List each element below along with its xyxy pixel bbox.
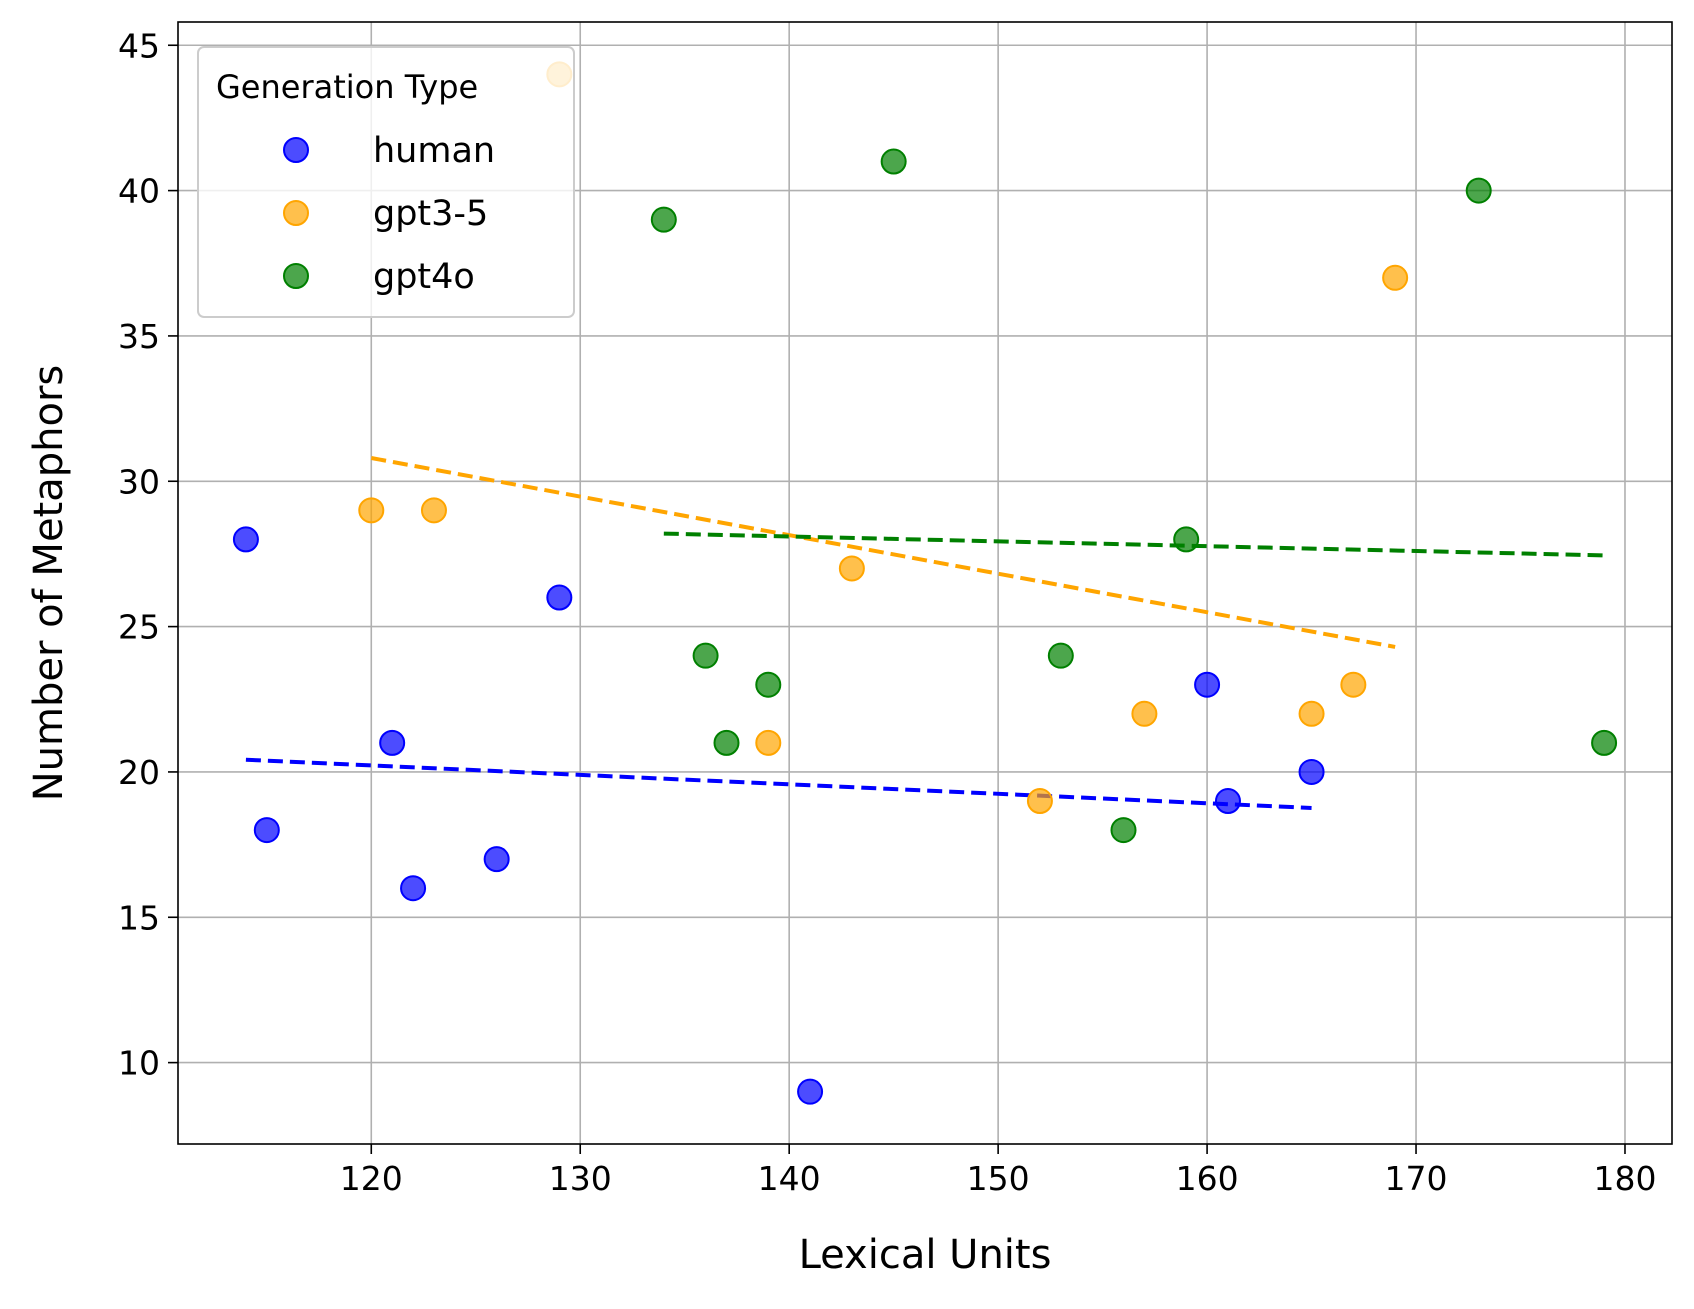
x-tick-label: 150 xyxy=(967,1159,1030,1198)
data-points xyxy=(232,61,1618,1105)
data-point-gpt3-5 xyxy=(1382,264,1409,291)
legend-box xyxy=(197,46,575,318)
axis-ticks: 120 130 140 150 160 170 180 10 15 20 25 30 35 40 45 xyxy=(118,26,1656,1198)
y-tick-label: 10 xyxy=(118,1044,160,1083)
data-point-gpt4o xyxy=(880,148,907,175)
x-tick-label: 160 xyxy=(1176,1159,1239,1198)
data-point-human xyxy=(483,846,510,873)
data-point-human xyxy=(546,584,573,611)
data-point-gpt4o xyxy=(1465,177,1492,204)
legend-entries: human gpt3-5 gpt4o xyxy=(283,131,495,297)
data-point-gpt3-5 xyxy=(838,555,865,582)
y-tick-label: 30 xyxy=(118,462,160,501)
data-point-human xyxy=(379,729,406,756)
data-point-gpt3-5 xyxy=(420,497,447,524)
grid xyxy=(178,22,1672,1144)
legend-marker-gpt4o xyxy=(283,263,309,289)
y-tick-label: 20 xyxy=(118,753,160,792)
y-tick-label: 25 xyxy=(118,608,160,647)
data-point-gpt4o xyxy=(755,671,782,698)
data-point-gpt3-5 xyxy=(755,729,782,756)
legend-label-gpt3-5: gpt3-5 xyxy=(373,194,488,234)
data-point-gpt4o xyxy=(713,729,740,756)
legend-marker-gpt3-5 xyxy=(283,200,309,226)
legend-label-human: human xyxy=(373,131,495,171)
data-point-human xyxy=(253,817,280,844)
y-tick-label: 35 xyxy=(118,317,160,356)
data-point-gpt4o xyxy=(650,206,677,233)
legend-label-gpt4o: gpt4o xyxy=(373,257,475,297)
trend-line-gpt3-5 xyxy=(370,456,1396,649)
y-tick-label: 15 xyxy=(118,898,160,937)
data-point-human xyxy=(1298,758,1325,785)
trend-lines xyxy=(245,456,1605,810)
y-tick-label: 40 xyxy=(118,172,160,211)
data-point-human xyxy=(1194,671,1221,698)
x-tick-label: 130 xyxy=(549,1159,612,1198)
data-point-gpt3-5 xyxy=(1298,700,1325,727)
y-tick-label: 45 xyxy=(118,26,160,65)
x-axis-label: Lexical Units xyxy=(799,1232,1052,1278)
legend-marker-human xyxy=(283,137,309,163)
data-point-gpt4o xyxy=(1591,729,1618,756)
data-point-gpt3-5 xyxy=(358,497,385,524)
data-point-human xyxy=(232,526,259,553)
data-point-gpt4o xyxy=(1173,526,1200,553)
legend: Generation Type human gpt3-5 gpt4o xyxy=(197,46,575,318)
x-tick-label: 170 xyxy=(1385,1159,1448,1198)
data-point-gpt4o xyxy=(1110,817,1137,844)
data-point-gpt3-5 xyxy=(1131,700,1158,727)
trend-line-human xyxy=(245,757,1312,810)
data-point-gpt3-5 xyxy=(1340,671,1367,698)
data-point-gpt4o xyxy=(1047,642,1074,669)
data-point-human xyxy=(1214,788,1241,815)
x-tick-label: 140 xyxy=(758,1159,821,1198)
data-point-human xyxy=(400,875,427,902)
plot-frame xyxy=(177,21,1673,1145)
x-tick-label: 180 xyxy=(1593,1159,1656,1198)
data-point-gpt3-5 xyxy=(1026,788,1053,815)
legend-title: Generation Type xyxy=(216,68,478,106)
trend-line-gpt4o xyxy=(663,531,1605,558)
data-point-human xyxy=(797,1078,824,1105)
data-point-gpt4o xyxy=(692,642,719,669)
y-axis-label: Number of Metaphors xyxy=(26,365,72,801)
x-tick-label: 120 xyxy=(340,1159,403,1198)
